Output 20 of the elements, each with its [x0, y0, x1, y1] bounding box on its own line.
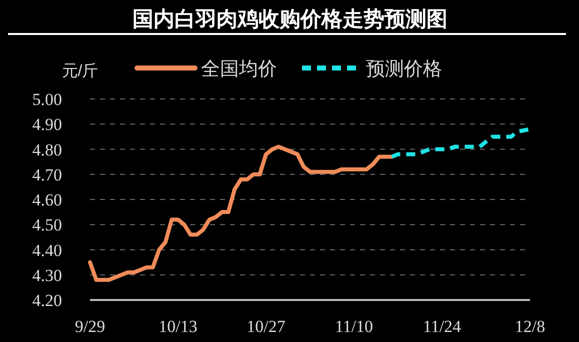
y-axis-title: 元/斤 [62, 62, 98, 80]
x-tick-label: 12/8 [514, 317, 546, 336]
x-tick-label: 9/29 [74, 317, 106, 336]
x-tick-label: 11/24 [422, 317, 462, 336]
y-tick-label: 4.80 [32, 140, 62, 160]
x-tick-label: 11/10 [334, 317, 374, 336]
legend-label: 全国均价 [201, 59, 277, 80]
y-tick-label: 4.40 [32, 240, 62, 260]
y-tick-label: 4.90 [32, 115, 62, 134]
y-tick-label: 4.20 [32, 291, 62, 310]
y-tick-label: 5.00 [32, 90, 62, 109]
chart-title: 国内白羽肉鸡收购价格走势预测图 [132, 8, 448, 31]
line-series [88, 144, 394, 282]
y-tick-label: 4.60 [32, 190, 62, 210]
y-tick-label: 4.70 [32, 165, 62, 184]
legend-label: 预测价格 [366, 59, 442, 80]
y-tick-label: 4.30 [32, 266, 62, 285]
x-tick-label: 10/13 [158, 317, 198, 336]
x-tick-label: 10/27 [246, 317, 286, 336]
y-tick-label: 4.50 [32, 216, 62, 235]
